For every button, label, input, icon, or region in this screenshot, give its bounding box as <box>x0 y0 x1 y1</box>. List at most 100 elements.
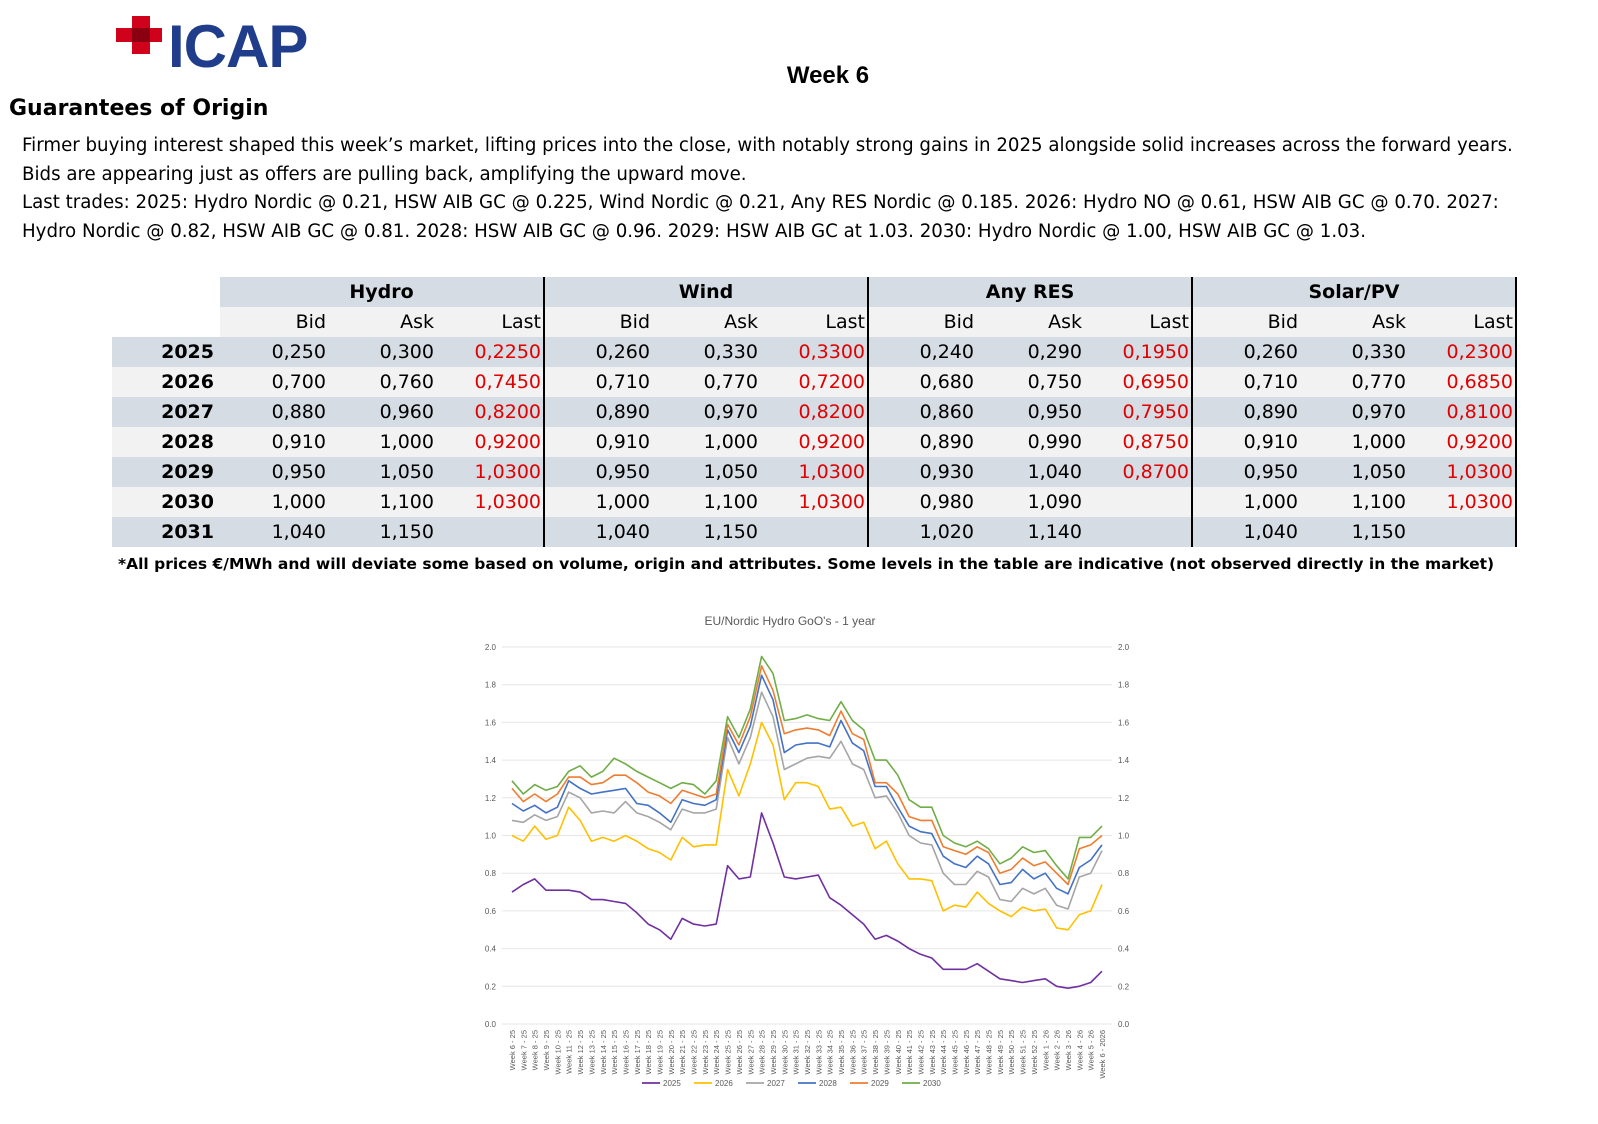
ask-cell: 0,950 <box>976 397 1084 427</box>
x-tick-label: Week 2 - 26 <box>1053 1030 1062 1070</box>
x-tick-label: Week 17 - 25 <box>633 1030 642 1074</box>
x-tick-label: Week 47 - 25 <box>973 1030 982 1074</box>
column-header: Ask <box>1300 307 1408 337</box>
last-cell: 0,8700 <box>1084 457 1193 487</box>
x-tick-label: Week 6 - 25 <box>508 1030 517 1070</box>
x-tick-label: Week 48 - 25 <box>985 1030 994 1074</box>
x-tick-label: Week 10 - 25 <box>553 1030 562 1074</box>
last-cell <box>1408 517 1517 547</box>
last-cell: 0,2250 <box>436 337 545 367</box>
icap-logo-mark-icon <box>116 16 162 54</box>
ask-cell: 1,100 <box>1300 487 1408 517</box>
last-cell: 0,7950 <box>1084 397 1193 427</box>
y-tick-label: 0.0 <box>485 1020 497 1029</box>
column-header: Ask <box>976 307 1084 337</box>
year-cell: 2028 <box>112 427 220 457</box>
x-tick-label: Week 20 - 25 <box>667 1030 676 1074</box>
commentary-line: Last trades: 2025: Hydro Nordic @ 0.21, … <box>22 192 1499 213</box>
ask-cell: 0,970 <box>652 397 760 427</box>
x-tick-label: Week 34 - 25 <box>826 1030 835 1074</box>
x-tick-label: Week 35 - 25 <box>837 1030 846 1074</box>
hydro-goo-chart: EU/Nordic Hydro GoO's - 1 year 0.0 0.2 0.4… <box>485 614 1130 1088</box>
ask-cell: 0,330 <box>652 337 760 367</box>
x-tick-label: Week 26 - 25 <box>735 1030 744 1074</box>
price-row: 2026 0,700 0,760 0,7450 0,710 0,770 0,7200 0,68… <box>112 367 1517 397</box>
column-header: Ask <box>328 307 436 337</box>
y-tick-label-right: 1.4 <box>1118 756 1130 765</box>
x-tick-label: Week 43 - 25 <box>928 1030 937 1074</box>
x-tick-label: Week 1 - 26 <box>1041 1030 1050 1070</box>
x-tick-label: Week 46 - 25 <box>962 1030 971 1074</box>
y-tick-label: 1.6 <box>485 718 497 727</box>
last-cell: 1,0300 <box>1408 457 1517 487</box>
bid-cell: 0,860 <box>868 397 976 427</box>
legend-label: 2030 <box>923 1079 941 1088</box>
icap-logo: ICAP <box>108 6 358 88</box>
price-table: Hydro Wind Any RES Solar/PV Bid Ask Last Bi… <box>112 277 1517 547</box>
last-cell: 1,0300 <box>436 457 545 487</box>
bid-cell: 0,910 <box>544 427 652 457</box>
y-tick-label: 0.4 <box>485 945 497 954</box>
column-header: Last <box>1084 307 1193 337</box>
y-tick-label-right: 1.8 <box>1118 681 1130 690</box>
y-tick-label: 0.2 <box>485 982 497 991</box>
column-header: Last <box>436 307 545 337</box>
x-tick-label: Week 7 - 25 <box>519 1030 528 1070</box>
last-cell: 0,8200 <box>436 397 545 427</box>
y-tick-label: 1.2 <box>485 794 497 803</box>
x-tick-label: Week 52 - 25 <box>1030 1030 1039 1074</box>
bid-cell: 1,000 <box>544 487 652 517</box>
ask-cell: 0,760 <box>328 367 436 397</box>
last-cell: 0,2300 <box>1408 337 1517 367</box>
bid-cell: 0,260 <box>1192 337 1300 367</box>
ask-cell: 0,770 <box>1300 367 1408 397</box>
x-tick-label: Week 31 - 25 <box>792 1030 801 1074</box>
ask-cell: 0,960 <box>328 397 436 427</box>
series-line-2025 <box>511 812 1103 990</box>
legend-label: 2029 <box>871 1079 889 1088</box>
x-tick-label: Week 4 - 26 <box>1075 1030 1084 1070</box>
group-header: Solar/PV <box>1192 277 1517 307</box>
commentary-line: Hydro Nordic @ 0.82, HSW AIB GC @ 0.81. … <box>22 220 1367 242</box>
last-cell: 0,6950 <box>1084 367 1193 397</box>
group-header-row: Hydro Wind Any RES Solar/PV <box>112 277 1517 307</box>
legend-label: 2026 <box>715 1079 733 1088</box>
x-tick-label: Week 40 - 25 <box>894 1030 903 1074</box>
bid-cell: 0,680 <box>868 367 976 397</box>
section-title: Guarantees of Origin <box>9 96 269 121</box>
x-tick-label: Week 15 - 25 <box>610 1030 619 1074</box>
x-tick-label: Week 8 - 25 <box>531 1030 540 1070</box>
ask-cell: 0,770 <box>652 367 760 397</box>
year-cell: 2031 <box>112 517 220 547</box>
bid-cell: 0,880 <box>220 397 328 427</box>
x-tick-label: Week 38 - 25 <box>871 1030 880 1074</box>
last-cell: 0,1950 <box>1084 337 1193 367</box>
commentary-line: Firmer buying interest shaped this week’… <box>22 135 1513 156</box>
x-tick-label: Week 37 - 25 <box>860 1030 869 1074</box>
y-tick-label-right: 0.2 <box>1118 982 1130 991</box>
last-cell: 0,7200 <box>760 367 869 397</box>
bid-cell: 0,890 <box>1192 397 1300 427</box>
price-row: 2030 1,000 1,100 1,0300 1,000 1,100 1,0300 0,98… <box>112 487 1517 517</box>
ask-cell: 1,000 <box>652 427 760 457</box>
series-line-2029 <box>511 665 1103 886</box>
last-cell: 0,8200 <box>760 397 869 427</box>
ask-cell: 1,040 <box>976 457 1084 487</box>
price-note: *All prices €/MWh and will deviate some … <box>118 555 1495 573</box>
x-tick-label: Week 42 - 25 <box>916 1030 925 1074</box>
last-cell: 1,0300 <box>1408 487 1517 517</box>
x-tick-label: Week 12 - 25 <box>576 1030 585 1074</box>
legend-label: 2027 <box>767 1079 785 1088</box>
icap-logo-text: ICAP <box>168 13 308 80</box>
bid-cell: 0,240 <box>868 337 976 367</box>
x-tick-label: Week 18 - 25 <box>644 1030 653 1074</box>
legend-label: 2025 <box>663 1079 681 1088</box>
x-tick-label: Week 22 - 25 <box>690 1030 699 1074</box>
price-row: 2025 0,250 0,300 0,2250 0,260 0,330 0,3300 0,24… <box>112 337 1517 367</box>
column-header: Ask <box>652 307 760 337</box>
x-tick-label: Week 30 - 25 <box>780 1030 789 1074</box>
last-cell <box>1084 517 1193 547</box>
column-header: Bid <box>220 307 328 337</box>
y-tick-label-right: 0.8 <box>1118 869 1130 878</box>
bid-cell: 0,890 <box>868 427 976 457</box>
